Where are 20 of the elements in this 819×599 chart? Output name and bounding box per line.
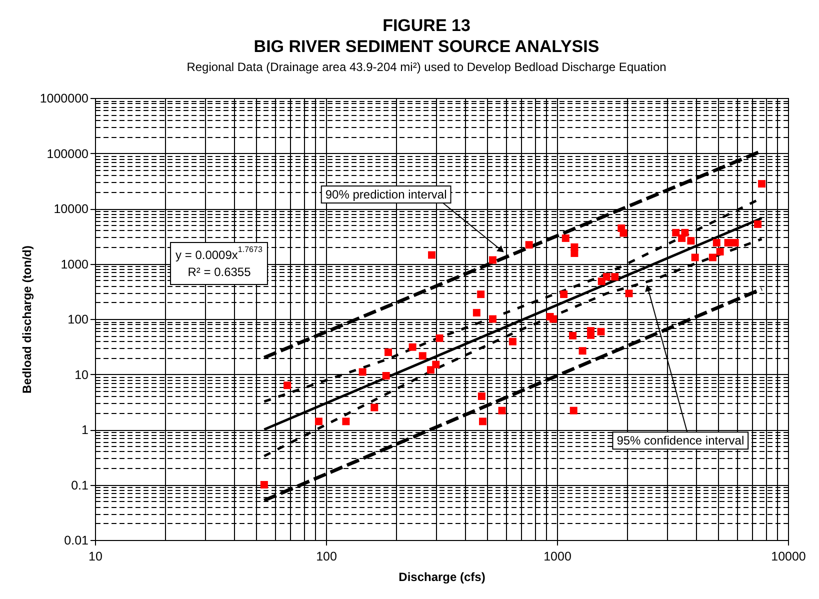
x-axis-title: Discharge (cfs)	[398, 570, 486, 584]
annotation: 90% prediction interval	[325, 187, 447, 202]
y-tick-label: 1000	[60, 257, 89, 272]
chart-subtitle: Regional Data (Drainage area 43.9-204 mi²) used to Develop Bedload Discharge Equation	[186, 60, 666, 74]
annotation: R² = 0.6355	[188, 265, 252, 279]
y-tick-label: 10000	[54, 202, 89, 216]
x-tick-label: 1000	[544, 550, 572, 564]
x-tick-label: 100	[316, 550, 337, 564]
y-tick-label: 100	[68, 312, 89, 326]
y-tick-label: 0.1	[71, 478, 89, 492]
y-tick-label: 0.01	[64, 534, 89, 548]
y-tick-label: 1000000	[40, 92, 89, 106]
y-tick-label: 1	[82, 423, 89, 437]
x-tick-label: 10000	[771, 550, 806, 564]
chart-title: FIGURE 13 BIG RIVER SEDIMENT SOURCE ANALYSIS	[254, 16, 600, 56]
y-axis-title: Bedload discharge (ton/d)	[20, 245, 34, 394]
y-tick-label: 10	[74, 368, 89, 382]
x-tick-label: 10	[88, 550, 102, 564]
annotation: 95% confidence interval	[616, 434, 744, 448]
y-tick-label: 100000	[46, 146, 89, 161]
